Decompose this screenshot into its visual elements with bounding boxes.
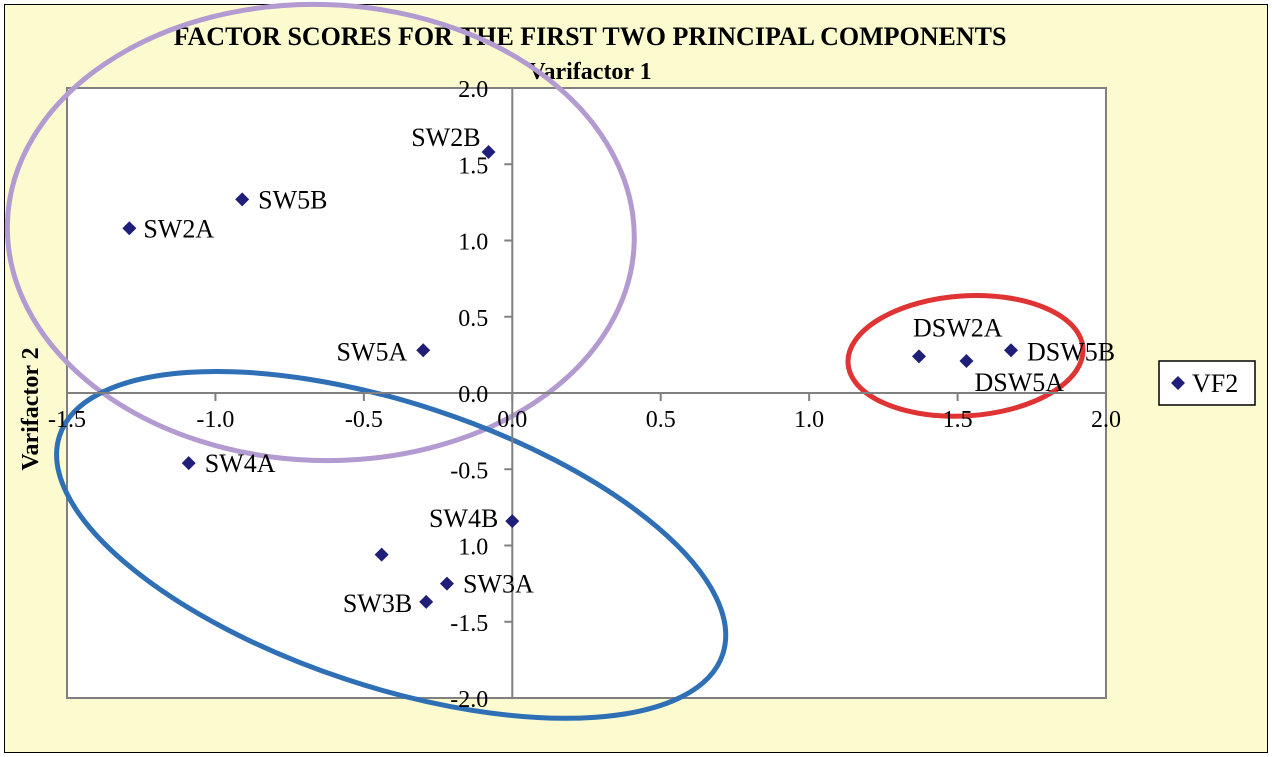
- cluster-ellipse: [845, 293, 1086, 419]
- data-point: [181, 456, 196, 471]
- point-label: DSW5B: [1027, 337, 1115, 366]
- point-label: SW2A: [143, 214, 214, 243]
- x-tick-label: -1.5: [48, 407, 86, 433]
- y-tick-label: -2.0: [450, 687, 488, 713]
- point-label: SW2B: [411, 123, 480, 152]
- y-tick-label: 1.0: [458, 230, 488, 256]
- y-tick-label: 1.5: [458, 153, 488, 179]
- y-axis-label: Varifactor 2: [18, 347, 44, 470]
- axes: [66, 87, 1107, 699]
- cluster-ellipse: [4, 1, 637, 464]
- legend: VF2: [1158, 360, 1256, 406]
- cluster-ellipse: [54, 368, 729, 721]
- point-label: SW5B: [258, 185, 327, 214]
- data-point: [439, 576, 454, 591]
- data-points: [122, 145, 1019, 609]
- cluster-ellipses: [4, 1, 1086, 721]
- data-point: [959, 353, 974, 368]
- y-tick-label: -0.5: [450, 458, 488, 484]
- point-label: SW4A: [205, 449, 276, 478]
- x-tick-label: 2.0: [1091, 407, 1121, 433]
- x-tick-label: 1.5: [943, 407, 973, 433]
- x-tick-label: -0.5: [345, 407, 383, 433]
- y-tick-label: -1.5: [450, 611, 488, 637]
- x-tick-label: 1.0: [794, 407, 824, 433]
- point-label: SW5A: [336, 337, 407, 366]
- data-point: [419, 594, 434, 609]
- x-tick-label: -1.0: [196, 407, 234, 433]
- chart-title: FACTOR SCORES FOR THE FIRST TWO PRINCIPA…: [174, 22, 1007, 51]
- y-tick-label: 2.0: [458, 77, 488, 103]
- data-point: [235, 192, 250, 207]
- y-tick-label: 1.0: [458, 535, 488, 561]
- point-label: DSW2A: [913, 313, 1003, 342]
- data-point: [374, 547, 389, 562]
- x-tick-label: 0.5: [646, 407, 676, 433]
- x-tick-label: 0.0: [497, 407, 527, 433]
- data-point: [911, 349, 926, 364]
- x-tick-labels: -1.5 -1.0 -0.5 0.0 0.5 1.0 1.5 2.0: [48, 407, 1121, 433]
- y-tick-labels: 2.0 1.5 1.0 0.5 0.0 -0.5 1.0 -1.5 -2.0: [450, 77, 488, 713]
- point-label: SW3A: [463, 570, 534, 599]
- legend-entry: VF2: [1192, 369, 1238, 398]
- data-point: [416, 343, 431, 358]
- data-point: [481, 145, 496, 160]
- point-label: SW4B: [429, 504, 498, 533]
- point-label: SW3B: [343, 589, 412, 618]
- data-point: [505, 514, 520, 529]
- y-tick-label: 0.0: [458, 382, 488, 408]
- y-tick-label: 0.5: [458, 306, 488, 332]
- legend-marker-icon: [1171, 376, 1185, 390]
- data-point: [1004, 343, 1019, 358]
- data-point: [122, 221, 137, 236]
- point-label: DSW5A: [974, 368, 1064, 397]
